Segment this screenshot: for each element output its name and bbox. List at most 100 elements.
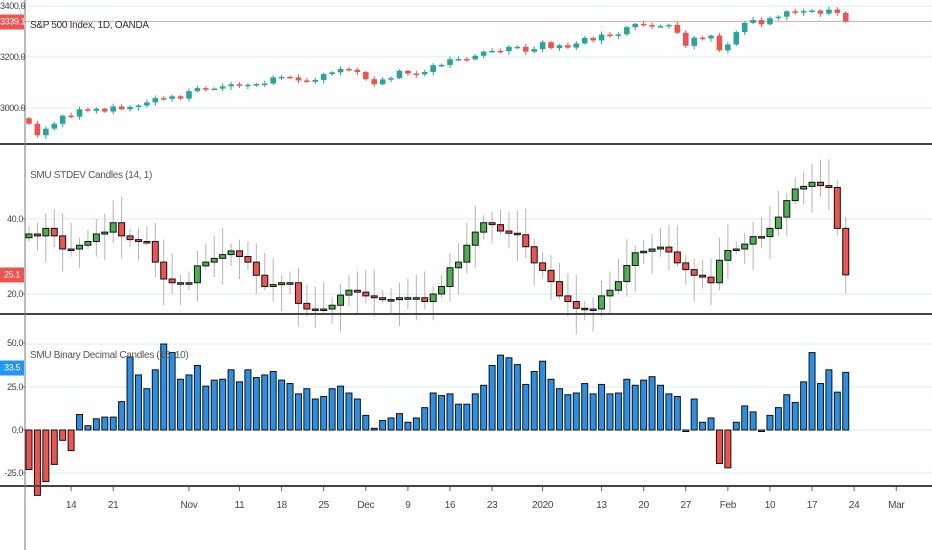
binary-bar [168,352,176,431]
price-candle [135,105,142,107]
price-candle [615,34,622,36]
stdev-candle [522,234,530,248]
price-candle [565,45,571,48]
price-candle [514,46,521,49]
price-candle [741,22,748,33]
price-candle [506,46,512,52]
price-candle [278,76,285,79]
binary-bar [673,395,681,431]
binary-bar [497,354,505,431]
price-candle [371,79,378,85]
stdev-candle [303,302,311,310]
price-candle [236,84,243,86]
stdev-candle [454,261,462,269]
time-axis-label: Mar [888,500,905,511]
stdev-candle [530,246,538,264]
stdev-candle [816,181,824,187]
price-candle [388,78,394,80]
price-candle [809,10,815,13]
binary-bar [118,401,126,431]
time-axis-label: 14 [65,500,77,511]
binary-bar [640,379,648,431]
binary-bar [379,420,387,431]
stdev-candle [294,282,302,304]
price-candle [775,16,782,19]
binary-bar [555,388,563,431]
binary-bar [269,371,277,431]
stdev-candle [362,291,370,297]
binary-bar [547,378,555,431]
price-candle [674,24,681,33]
stdev-candle [614,281,622,291]
binary-bar [328,388,336,431]
time-axis-label: 16 [444,500,456,511]
binary-bar [303,388,311,431]
price-candle [666,24,672,27]
binary-bar [598,383,606,431]
price-candle [767,18,773,25]
binary-bar [741,405,749,431]
stdev-candle [657,246,664,250]
price-candle [455,59,462,61]
stdev-candle [682,262,690,271]
price-candle [447,59,453,65]
stdev-candle [564,295,572,302]
price-candle [632,23,639,28]
binary-bar [160,343,168,431]
stdev-candle [758,236,766,239]
binary-bar [337,385,345,431]
stdev-candle [286,282,294,285]
price-candle [758,20,765,25]
binary-bar [665,393,673,431]
binary-bar [606,393,614,431]
binary-bar [92,418,100,431]
price-candle [59,115,66,124]
binary-bar [623,378,631,431]
price-candle [413,73,420,76]
binary-bar [749,411,757,431]
binary-bar [690,398,698,431]
price-candle [539,42,546,50]
stdev-candle [67,248,75,251]
binary-bar [766,414,774,431]
time-axis-label: 18 [276,500,287,511]
price-candle [716,35,723,51]
stdev-candle [488,222,496,226]
stdev-candle [429,293,437,302]
binary-bar [311,398,319,431]
price-candle [834,9,841,13]
binary-bar [404,421,412,431]
stdev-candle [92,233,100,242]
stdev-candle [539,262,547,271]
stdev-candle [185,282,193,285]
price-candle [405,70,411,74]
binary-bar [842,371,850,431]
binary-bar [261,374,269,431]
price-candle [624,27,630,35]
price-candle [270,77,276,84]
binary-bar [825,369,833,431]
binary-bar [387,417,395,431]
price-candle [598,34,605,41]
price-candle [379,79,386,85]
stdev-candle [236,250,243,257]
binary-bar [67,429,75,452]
stdev-candle [749,236,757,245]
binary-bar [33,429,41,496]
stdev-candle [572,301,580,309]
price-candle [118,106,125,110]
binary-bar [480,384,488,431]
price-candle [430,65,436,73]
binary-bar [446,393,454,431]
stdev-candle [800,185,808,190]
stdev-candle [84,241,92,246]
binary-bar [438,395,446,431]
stdev-candle [715,259,723,284]
price-candle [590,37,596,41]
price-candle [531,49,537,52]
stdev-candle [202,261,210,267]
stdev-candle [648,248,656,252]
stdev-candle [598,295,606,310]
stdev-candle [337,294,345,306]
